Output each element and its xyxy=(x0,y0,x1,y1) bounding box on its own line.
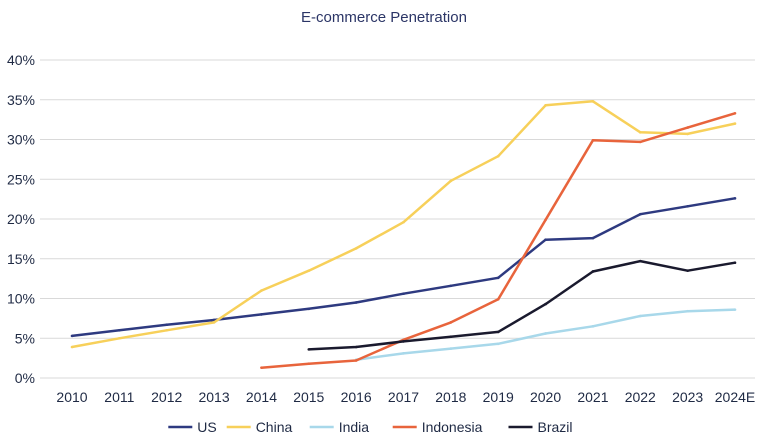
x-tick-label: 2017 xyxy=(388,389,419,405)
data-point-us xyxy=(118,329,121,332)
data-point-china xyxy=(733,122,737,125)
data-point-us xyxy=(449,284,453,288)
chart-title: E-commerce Penetration xyxy=(301,9,467,26)
x-axis: 2010 2011 2012 2013 2014 2015 2016 2017 2018 2019… xyxy=(56,389,755,405)
x-tick-label: 2016 xyxy=(341,389,372,405)
legend: US China India Indonesia Brazil xyxy=(168,419,573,435)
data-point-indonesia xyxy=(260,366,263,369)
data-point-us xyxy=(307,307,311,311)
data-point-china xyxy=(260,289,263,292)
y-axis: 0% 5% 10% 15% 20% 25% 30% 35% 40% xyxy=(7,52,35,386)
data-point-brazil xyxy=(449,335,453,338)
x-tick-label: 2024E xyxy=(715,389,755,405)
x-tick-label: 2019 xyxy=(483,389,514,405)
data-point-us xyxy=(354,301,358,304)
data-point-india xyxy=(496,342,500,346)
x-tick-label: 2018 xyxy=(435,389,466,405)
data-point-china xyxy=(591,100,595,103)
data-point-us xyxy=(496,276,500,280)
data-point-us xyxy=(544,238,547,241)
data-point-india xyxy=(686,309,689,313)
data-point-china xyxy=(212,321,216,324)
data-point-indonesia xyxy=(307,362,311,365)
x-tick-label: 2020 xyxy=(530,389,561,405)
data-point-indonesia xyxy=(591,138,595,142)
data-point-us xyxy=(638,212,642,216)
data-point-brazil xyxy=(307,348,311,351)
y-tick-label: 0% xyxy=(15,370,35,386)
data-point-brazil xyxy=(686,269,689,272)
y-tick-label: 15% xyxy=(7,251,35,267)
x-tick-label: 2013 xyxy=(198,389,229,405)
x-tick-label: 2022 xyxy=(625,389,656,405)
data-point-china xyxy=(544,104,547,107)
x-tick-label: 2021 xyxy=(577,389,608,405)
data-point-india xyxy=(638,314,642,318)
data-point-india xyxy=(402,352,405,355)
legend-label-india: India xyxy=(339,419,370,435)
data-point-us xyxy=(165,323,169,327)
data-point-indonesia xyxy=(686,126,689,129)
data-point-indonesia xyxy=(449,321,453,324)
x-tick-label: 2014 xyxy=(246,389,277,405)
data-point-china xyxy=(638,131,642,134)
legend-label-indonesia: Indonesia xyxy=(422,419,483,435)
data-point-brazil xyxy=(496,330,500,334)
data-point-us xyxy=(686,204,689,208)
x-tick-label: 2012 xyxy=(151,389,182,405)
data-point-brazil xyxy=(591,270,595,273)
y-tick-label: 25% xyxy=(7,171,35,187)
series-lines xyxy=(70,100,737,369)
series-line-china xyxy=(71,100,736,349)
data-point-indonesia xyxy=(638,140,642,144)
data-point-indonesia xyxy=(733,111,737,115)
x-tick-label: 2015 xyxy=(293,389,324,405)
x-tick-label: 2010 xyxy=(56,389,87,405)
data-point-indonesia xyxy=(544,218,547,222)
y-tick-label: 35% xyxy=(7,92,35,108)
x-tick-label: 2011 xyxy=(104,389,134,405)
series-line-indonesia xyxy=(261,112,736,369)
data-point-china xyxy=(165,329,169,332)
data-point-china xyxy=(307,269,311,272)
data-point-india xyxy=(544,332,547,335)
data-point-indonesia xyxy=(496,297,500,301)
data-point-us xyxy=(260,313,263,316)
data-point-us xyxy=(70,334,74,338)
data-point-brazil xyxy=(354,345,358,349)
data-point-india xyxy=(449,347,453,350)
legend-label-china: China xyxy=(256,419,293,435)
gridlines xyxy=(40,59,755,379)
data-point-brazil xyxy=(544,302,547,306)
legend-label-brazil: Brazil xyxy=(538,419,573,435)
data-point-china xyxy=(496,154,500,158)
data-point-us xyxy=(591,236,595,240)
y-tick-label: 30% xyxy=(7,132,35,148)
x-tick-label: 2023 xyxy=(672,389,703,405)
data-point-brazil xyxy=(638,259,642,263)
data-point-us xyxy=(402,292,405,296)
data-point-china xyxy=(354,247,358,250)
data-point-china xyxy=(118,336,121,340)
legend-label-us: US xyxy=(197,419,216,435)
data-point-india xyxy=(733,308,737,311)
data-point-brazil xyxy=(402,340,405,343)
y-tick-label: 10% xyxy=(7,291,35,307)
data-point-india xyxy=(591,325,595,328)
series-line-brazil xyxy=(308,259,736,351)
y-tick-label: 20% xyxy=(7,211,35,227)
data-point-china xyxy=(70,345,74,349)
data-point-indonesia xyxy=(354,359,358,362)
data-point-china xyxy=(402,220,405,224)
data-point-china xyxy=(449,179,453,183)
data-point-china xyxy=(686,132,689,136)
data-point-us xyxy=(733,197,737,200)
data-point-brazil xyxy=(733,261,737,265)
y-tick-label: 5% xyxy=(15,330,35,346)
y-tick-label: 40% xyxy=(7,52,35,68)
